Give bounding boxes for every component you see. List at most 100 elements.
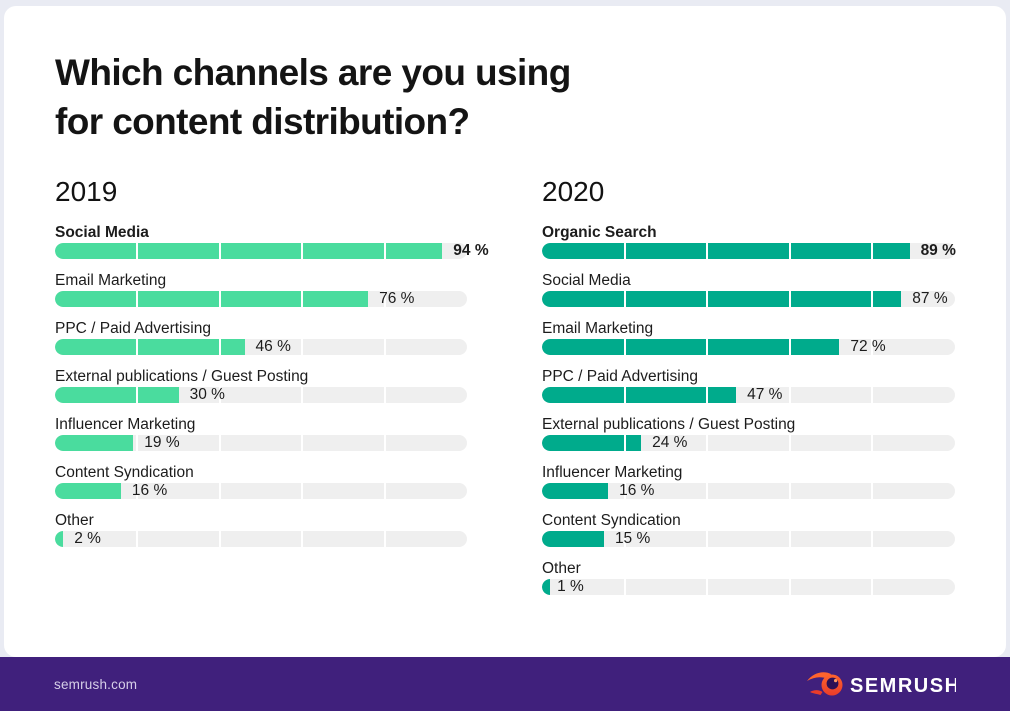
bar-fill [542, 291, 902, 307]
segment-divider [871, 387, 874, 403]
bar: 16 % [55, 482, 467, 499]
segment-divider [301, 339, 304, 355]
bar-value-label: 89 % [920, 242, 956, 259]
bar-value-label: 46 % [255, 338, 291, 355]
segment-divider [623, 243, 626, 259]
bar-fill [55, 531, 64, 547]
bar: 76 % [55, 290, 467, 307]
bar-row: Content Syndication 16 % [55, 462, 467, 499]
segment-divider [706, 483, 709, 499]
segment-divider [383, 291, 386, 307]
bar-label: External publications / Guest Posting [55, 368, 309, 385]
bar-row: Social Media 87 % [542, 270, 955, 307]
segment-divider [788, 291, 791, 307]
segment-divider [218, 291, 221, 307]
bar-label: Influencer Marketing [542, 464, 683, 481]
segment-divider [218, 483, 221, 499]
bar-label: PPC / Paid Advertising [55, 320, 211, 337]
segment-divider [706, 291, 709, 307]
bar-fill [542, 243, 910, 259]
segment-divider [871, 483, 874, 499]
segment-divider [871, 435, 874, 451]
bar-row: PPC / Paid Advertising 47 % [542, 366, 955, 403]
chart-column-2020: 2020 Organic Search 89 % Social Media [542, 174, 956, 595]
bar-value-label: 76 % [379, 290, 415, 307]
segment-divider [301, 531, 304, 547]
bar: 30 % [55, 386, 467, 403]
bar-row: Influencer Marketing 16 % [542, 462, 955, 499]
segment-divider [136, 243, 139, 259]
segment-divider [871, 339, 874, 355]
semrush-flame-icon [807, 672, 843, 696]
segment-divider [136, 339, 139, 355]
bar-fill [55, 435, 134, 451]
bar-value-label: 16 % [131, 482, 168, 499]
segment-divider [136, 387, 139, 403]
bar: 89 % [542, 242, 956, 259]
bar-track [542, 531, 955, 547]
year-heading-2020: 2020 [542, 176, 605, 207]
segment-divider [788, 531, 791, 547]
segment-divider [788, 579, 791, 595]
bar-fill [55, 243, 443, 259]
bar-label: Other [542, 560, 581, 577]
bar-label: Email Marketing [55, 272, 167, 289]
segment-divider [218, 531, 221, 547]
bar-row: External publications / Guest Posting 24… [542, 414, 955, 451]
footer-bar: semrush.com SEMRUSH [0, 657, 1010, 711]
bar: 15 % [542, 530, 955, 547]
segment-divider [788, 483, 791, 499]
bar-fill [55, 339, 245, 355]
bar-track [55, 387, 467, 403]
segment-divider [788, 435, 791, 451]
segment-divider [623, 339, 626, 355]
bar-value-label: 2 % [74, 530, 101, 547]
bar-value-label: 47 % [747, 386, 783, 403]
bar-value-label: 16 % [619, 482, 655, 499]
bar-track [55, 291, 467, 307]
year-heading-2019: 2019 [55, 176, 118, 207]
bar-row: Influencer Marketing 19 % [55, 414, 467, 451]
segment-divider [136, 531, 139, 547]
bar-label: Content Syndication [542, 512, 681, 529]
segment-divider [383, 435, 386, 451]
bar-fill [542, 339, 840, 355]
segment-divider [706, 339, 709, 355]
segment-divider [623, 579, 626, 595]
bar-list-2019: Social Media 94 % Email Marketing 76 % [55, 222, 489, 547]
segment-divider [706, 243, 709, 259]
bar-fill [55, 387, 179, 403]
bar-value-label: 1 % [557, 578, 584, 595]
segment-divider [218, 339, 221, 355]
bar-row: External publications / Guest Posting 30… [55, 366, 467, 403]
bar-track [542, 387, 955, 403]
segment-divider [788, 339, 791, 355]
bar-track [55, 243, 467, 259]
bar-label: External publications / Guest Posting [542, 416, 796, 433]
semrush-logo-text: SEMRUSH [850, 675, 956, 697]
bar: 24 % [542, 434, 955, 451]
bar-value-label: 30 % [189, 386, 225, 403]
segment-divider [218, 243, 221, 259]
bar-label: Email Marketing [542, 320, 654, 337]
segment-divider [383, 339, 386, 355]
bar-row: PPC / Paid Advertising 46 % [55, 318, 467, 355]
bar: 47 % [542, 386, 955, 403]
segment-divider [871, 243, 874, 259]
title-line-2: for content distribution? [55, 101, 470, 142]
segment-divider [136, 435, 139, 451]
bar-label: Content Syndication [55, 464, 194, 481]
bar-value-label: 19 % [144, 434, 180, 451]
bar-fill [55, 483, 121, 499]
bar-track [542, 291, 955, 307]
bar-fill [542, 579, 550, 595]
segment-divider [706, 435, 709, 451]
bar-label: PPC / Paid Advertising [542, 368, 698, 385]
bar: 19 % [55, 434, 467, 451]
segment-divider [383, 531, 386, 547]
segment-divider [383, 387, 386, 403]
bar-track [542, 579, 955, 595]
bar-row: Organic Search 89 % [542, 222, 956, 259]
segment-divider [136, 483, 139, 499]
bar-fill [542, 435, 642, 451]
